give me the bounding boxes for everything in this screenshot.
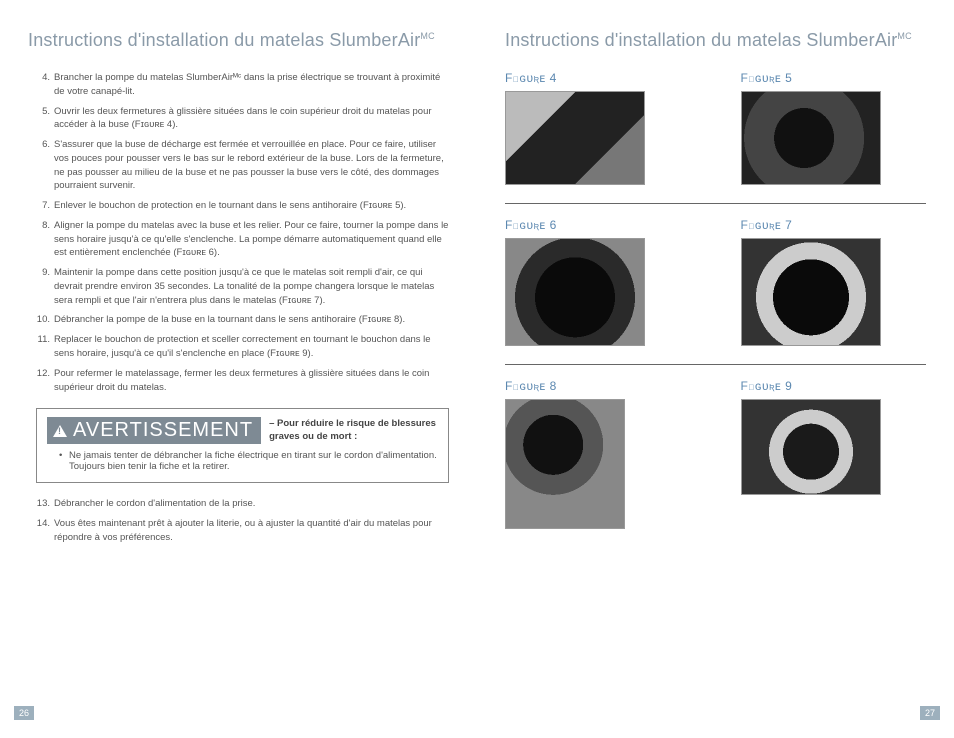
instruction-item: 14.Vous êtes maintenant prêt à ajouter l… (36, 517, 449, 545)
instruction-item: 5.Ouvrir les deux fermetures à glissière… (36, 105, 449, 133)
figure-block: Fɪɢᴜʀᴇ 6 (505, 218, 691, 346)
figure-label: Fɪɢᴜʀᴇ 5 (741, 71, 927, 85)
instruction-list: 4.Brancher la pompe du matelas SlumberAi… (28, 71, 449, 394)
figure-label: Fɪɢᴜʀᴇ 4 (505, 71, 691, 85)
item-text: Débrancher le cordon d'alimentation de l… (54, 497, 449, 511)
title-superscript: MC (897, 31, 911, 41)
item-number: 11. (36, 333, 54, 361)
warning-header: AVERTISSEMENT – Pour réduire le risque d… (47, 417, 438, 444)
item-number: 9. (36, 266, 54, 307)
page-number-left: 26 (14, 706, 34, 720)
figure-label: Fɪɢᴜʀᴇ 6 (505, 218, 691, 232)
figure-block: Fɪɢᴜʀᴇ 9 (741, 379, 927, 529)
item-number: 13. (36, 497, 54, 511)
figure-block: Fɪɢᴜʀᴇ 7 (741, 218, 927, 346)
warning-box: AVERTISSEMENT – Pour réduire le risque d… (36, 408, 449, 483)
page-title-left: Instructions d'installation du matelas S… (28, 30, 449, 51)
figure-image (741, 399, 881, 495)
item-number: 14. (36, 517, 54, 545)
figure-label: Fɪɢᴜʀᴇ 7 (741, 218, 927, 232)
item-number: 8. (36, 219, 54, 260)
figure-label: Fɪɢᴜʀᴇ 9 (741, 379, 927, 393)
item-text: Débrancher la pompe de la buse en la tou… (54, 313, 449, 327)
left-page: Instructions d'installation du matelas S… (0, 0, 477, 738)
item-number: 4. (36, 71, 54, 99)
figure-block: Fɪɢᴜʀᴇ 5 (741, 71, 927, 185)
warning-bullet: Ne jamais tenter de débrancher la fiche … (47, 450, 438, 472)
warning-badge: AVERTISSEMENT (47, 417, 261, 444)
item-number: 12. (36, 367, 54, 395)
figures-grid: Fɪɢᴜʀᴇ 4 Fɪɢᴜʀᴇ 5 Fɪɢᴜʀᴇ 6 Fɪɢᴜʀᴇ 7 Fɪɢᴜʀᴇ 8… (505, 71, 926, 529)
instruction-item: 10.Débrancher la pompe de la buse en la … (36, 313, 449, 327)
title-text: Instructions d'installation du matelas S… (28, 30, 420, 50)
item-text: Maintenir la pompe dans cette position j… (54, 266, 449, 307)
instruction-item: 12.Pour refermer le matelassage, fermer … (36, 367, 449, 395)
instruction-item: 7.Enlever le bouchon de protection en le… (36, 199, 449, 213)
figure-image (741, 91, 881, 185)
item-text: Pour refermer le matelassage, fermer les… (54, 367, 449, 395)
item-text: S'assurer que la buse de décharge est fe… (54, 138, 449, 193)
item-text: Replacer le bouchon de protection et sce… (54, 333, 449, 361)
instruction-item: 8.Aligner la pompe du matelas avec la bu… (36, 219, 449, 260)
page-number-right: 27 (920, 706, 940, 720)
instruction-item: 13.Débrancher le cordon d'alimentation d… (36, 497, 449, 511)
instruction-item: 9.Maintenir la pompe dans cette position… (36, 266, 449, 307)
figure-image (505, 238, 645, 346)
page-title-right: Instructions d'installation du matelas S… (505, 30, 926, 51)
item-text: Vous êtes maintenant prêt à ajouter la l… (54, 517, 449, 545)
row-divider (505, 364, 926, 365)
page-spread: Instructions d'installation du matelas S… (0, 0, 954, 738)
warning-triangle-icon (53, 425, 67, 437)
item-number: 7. (36, 199, 54, 213)
item-number: 6. (36, 138, 54, 193)
instruction-item: 6.S'assurer que la buse de décharge est … (36, 138, 449, 193)
figure-block: Fɪɢᴜʀᴇ 4 (505, 71, 691, 185)
instruction-list-continued: 13.Débrancher le cordon d'alimentation d… (28, 497, 449, 544)
title-text: Instructions d'installation du matelas S… (505, 30, 897, 50)
item-number: 10. (36, 313, 54, 327)
figure-image (505, 91, 645, 185)
item-text: Aligner la pompe du matelas avec la buse… (54, 219, 449, 260)
warning-label: AVERTISSEMENT (73, 419, 253, 442)
instruction-item: 4.Brancher la pompe du matelas SlumberAi… (36, 71, 449, 99)
right-page: Instructions d'installation du matelas S… (477, 0, 954, 738)
item-number: 5. (36, 105, 54, 133)
warning-subtitle: – Pour réduire le risque de blessures gr… (269, 418, 438, 443)
figure-image (741, 238, 881, 346)
instruction-item: 11.Replacer le bouchon de protection et … (36, 333, 449, 361)
figure-label: Fɪɢᴜʀᴇ 8 (505, 379, 691, 393)
row-divider (505, 203, 926, 204)
item-text: Enlever le bouchon de protection en le t… (54, 199, 449, 213)
item-text: Ouvrir les deux fermetures à glissière s… (54, 105, 449, 133)
figure-block: Fɪɢᴜʀᴇ 8 (505, 379, 691, 529)
title-superscript: MC (420, 31, 434, 41)
item-text: Brancher la pompe du matelas SlumberAirᴹ… (54, 71, 449, 99)
figure-image (505, 399, 625, 529)
